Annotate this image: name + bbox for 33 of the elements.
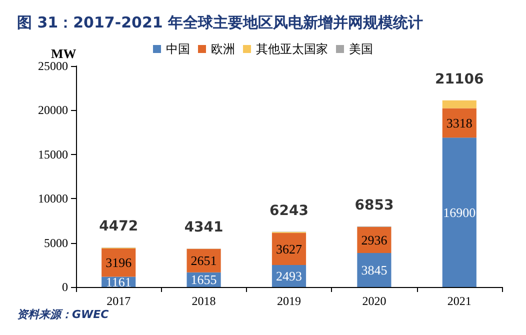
legend-label: 中国 — [166, 42, 190, 56]
legend-label: 美国 — [349, 42, 373, 56]
legend-label: 欧洲 — [211, 42, 235, 56]
total-label: 21106 — [435, 71, 484, 88]
x-tick-label: 2019 — [277, 294, 301, 308]
data-label: 2493 — [276, 268, 302, 284]
y-tick-label: 5000 — [44, 236, 68, 250]
data-label: 3845 — [361, 262, 388, 278]
y-tick-label: 15000 — [38, 147, 68, 162]
data-label: 1161 — [106, 274, 132, 290]
total-label: 4472 — [99, 218, 138, 234]
x-tick-label: 2020 — [362, 294, 386, 308]
data-label: 1655 — [190, 272, 217, 288]
total-label: 6243 — [270, 202, 308, 219]
data-label: 2936 — [361, 232, 388, 248]
total-label: 4341 — [184, 220, 224, 236]
data-label: 2651 — [190, 253, 217, 268]
y-tick-label: 20000 — [38, 103, 68, 118]
total-label: 6853 — [354, 197, 394, 214]
y-axis-title: MW — [51, 46, 76, 61]
y-tick-label: 10000 — [38, 192, 68, 206]
text: 资料来源：GWEC — [17, 308, 109, 321]
data-label: 3196 — [106, 255, 132, 270]
x-tick-label: 2018 — [192, 294, 216, 308]
x-tick-label: 2021 — [447, 294, 472, 308]
x-tick-label: 2017 — [106, 294, 131, 308]
y-tick-label: 0 — [62, 280, 68, 294]
data-label: 3627 — [276, 241, 302, 256]
data-label: 3318 — [446, 115, 472, 130]
y-tick-label: 25000 — [38, 59, 68, 73]
chart-title: 图 31：2017-2021 年全球主要地区风电新增并网规模统计 — [17, 14, 424, 32]
data-label: 16900 — [443, 204, 476, 220]
legend-label: 其他亚太国家 — [256, 42, 328, 56]
